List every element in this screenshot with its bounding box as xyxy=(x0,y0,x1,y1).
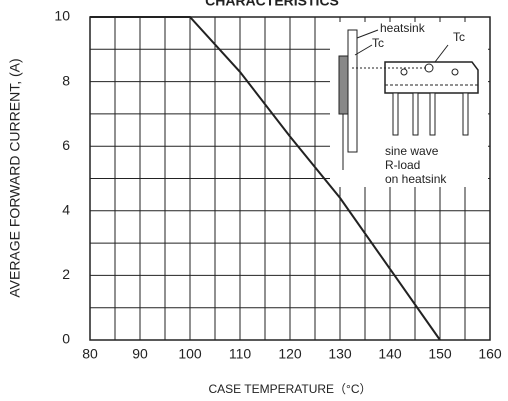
plot-frame xyxy=(89,16,491,341)
annotation: Tc xyxy=(453,30,465,44)
device-body xyxy=(384,61,479,94)
x-tick-label: 100 xyxy=(178,346,202,362)
x-tick-label: 130 xyxy=(328,346,352,362)
series-line xyxy=(90,16,441,341)
x-tick-label: 150 xyxy=(428,346,452,362)
device-side xyxy=(338,55,349,115)
heatsink-plate xyxy=(347,29,358,153)
y-tick-label: 10 xyxy=(54,8,70,24)
y-tick-label: 6 xyxy=(62,137,70,153)
annotation: R-load xyxy=(385,158,420,172)
leader xyxy=(354,44,373,56)
x-axis-label: CASE TEMPERATURE（°C） xyxy=(208,382,371,396)
inset-diagram: heatsink Tc Tc sine wave R-load on heats… xyxy=(330,21,488,187)
y-tick-label: 8 xyxy=(62,72,70,88)
y-tick-label: 2 xyxy=(62,266,70,282)
x-tick-label: 80 xyxy=(82,346,98,362)
tc-point xyxy=(424,63,434,73)
x-tick-label: 110 xyxy=(229,346,252,362)
y-tick-label: 4 xyxy=(62,202,70,218)
y-tick-label: 0 xyxy=(62,331,70,347)
legs xyxy=(392,92,469,136)
annotation: sine wave xyxy=(385,144,439,158)
y-axis-label: AVERAGE FORWARD CURRENT, (A) xyxy=(7,58,23,297)
chart-title: CHARACTERISTICS xyxy=(205,0,339,9)
annotation: Tc xyxy=(372,36,384,50)
annotation: on heatsink xyxy=(385,172,447,186)
annotation: heatsink xyxy=(380,21,426,35)
leader xyxy=(434,44,449,63)
hole xyxy=(400,68,408,76)
x-tick-label: 160 xyxy=(478,346,502,362)
x-tick-label: 90 xyxy=(132,346,148,362)
leader xyxy=(356,29,379,39)
x-tick-label: 140 xyxy=(378,346,402,362)
x-tick-label: 120 xyxy=(278,346,302,362)
hole xyxy=(451,68,459,76)
